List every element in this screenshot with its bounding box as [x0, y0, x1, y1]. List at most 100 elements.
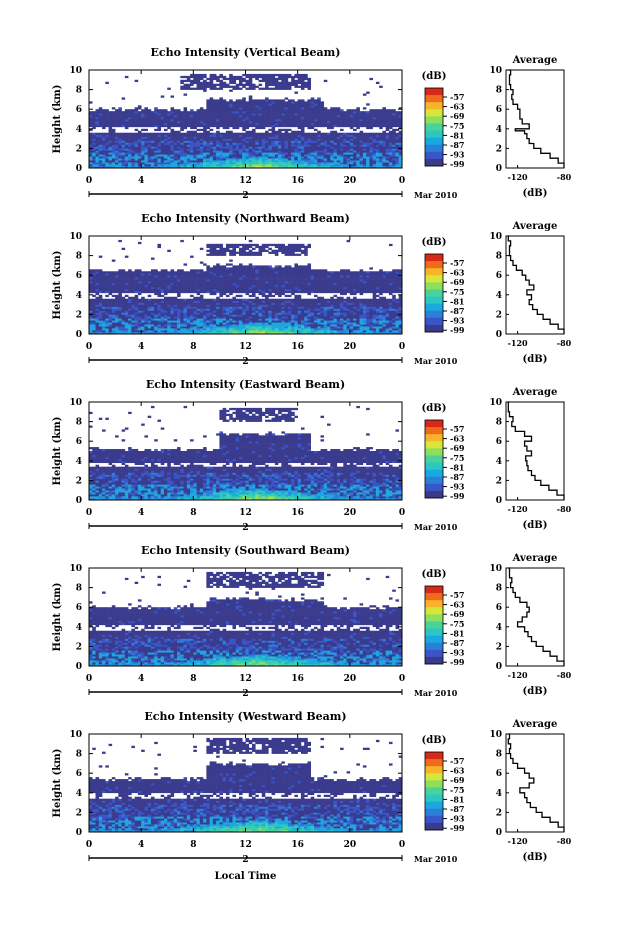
heatmap-cell — [128, 144, 132, 147]
heatmap-cell — [190, 275, 194, 278]
heatmap-cell — [245, 253, 250, 256]
heatmap-cell — [131, 119, 135, 122]
heatmap-cell — [238, 285, 243, 288]
heatmap-cell — [216, 318, 220, 321]
heatmap-cell — [144, 156, 148, 159]
heatmap-cell — [291, 81, 295, 85]
heatmap-cell — [245, 273, 250, 276]
heatmap-cell — [222, 300, 227, 303]
heatmap-cell — [124, 113, 129, 116]
heatmap-cell — [261, 73, 266, 77]
heatmap-cell — [128, 136, 132, 139]
heatmap-cell — [167, 273, 171, 276]
heatmap-cell — [278, 166, 282, 169]
heatmap-cell — [105, 140, 109, 143]
heatmap-cell — [190, 115, 194, 118]
heatmap-cell — [150, 154, 155, 157]
heatmap-cell — [313, 117, 318, 120]
heatmap-cell — [219, 140, 223, 143]
heatmap-cell — [369, 134, 373, 137]
heatmap-cell — [349, 126, 354, 130]
heatmap-cell — [349, 109, 354, 112]
heatmap-cell — [190, 304, 194, 307]
heatmap-cell — [294, 160, 298, 163]
heatmap-cell — [398, 138, 403, 141]
heatmap-cell — [137, 273, 142, 276]
heatmap-cell — [255, 154, 259, 157]
heatmap-cell — [398, 119, 403, 122]
heatmap-cell — [118, 162, 122, 165]
heatmap-cell — [124, 304, 129, 307]
heatmap-cell — [323, 156, 328, 159]
heatmap-cell — [121, 154, 126, 157]
heatmap-cell — [317, 109, 321, 112]
heatmap-cell — [225, 103, 230, 106]
heatmap-cell — [252, 253, 256, 256]
heatmap-cell — [353, 154, 357, 157]
heatmap-cell — [297, 103, 302, 106]
heatmap-cell — [141, 300, 145, 303]
heatmap-cell — [310, 132, 315, 135]
heatmap-cell — [323, 142, 328, 145]
heatmap-cell — [255, 243, 259, 247]
heatmap-cell — [118, 324, 122, 327]
heatmap-cell — [134, 117, 139, 120]
heatmap-cell — [304, 105, 308, 108]
heatmap-cell — [248, 164, 253, 167]
heatmap-cell — [333, 146, 338, 149]
heatmap-cell — [235, 318, 240, 321]
heatmap-cell — [268, 138, 272, 141]
heatmap-cell — [95, 156, 100, 159]
heatmap-cell — [274, 156, 279, 159]
heatmap-cell — [379, 109, 383, 112]
heatmap-cell — [186, 308, 191, 311]
heatmap-cell — [212, 138, 217, 141]
heatmap-cell — [131, 124, 135, 128]
heatmap-cell — [180, 132, 184, 135]
heatmap-cell — [388, 138, 393, 141]
heatmap-cell — [235, 288, 240, 292]
heatmap-cell — [232, 251, 237, 254]
heatmap-cell — [362, 162, 367, 165]
heatmap-cell — [111, 273, 116, 276]
heatmap-cell — [242, 267, 246, 270]
heatmap-cell — [304, 146, 308, 149]
heatmap-cell — [190, 156, 194, 159]
heatmap-cell — [281, 132, 285, 135]
heatmap-cell — [209, 99, 214, 102]
heatmap-cell — [346, 158, 351, 161]
heatmap-cell — [274, 99, 279, 102]
heatmap-cell — [313, 166, 318, 169]
heatmap-cell — [232, 119, 237, 122]
heatmap-cell — [183, 310, 188, 313]
heatmap-cell — [137, 158, 142, 161]
heatmap-cell — [229, 140, 233, 143]
heatmap-cell — [183, 290, 188, 294]
heatmap-cell — [252, 75, 256, 79]
heatmap-cell — [307, 117, 312, 120]
heatmap-cell — [219, 265, 223, 268]
heatmap-cell — [206, 144, 210, 147]
heatmap-cell — [375, 154, 380, 157]
heatmap-cell — [105, 117, 109, 120]
heatmap-cell — [271, 162, 276, 165]
heatmap-cell — [163, 320, 168, 323]
heatmap-cell — [102, 320, 106, 323]
heatmap-cell — [320, 136, 325, 139]
heatmap-cell — [115, 132, 119, 135]
avg-y-tick-label: 8 — [496, 86, 502, 96]
heatmap-cell — [157, 134, 162, 137]
heatmap-cell — [238, 113, 243, 116]
heatmap-cell — [131, 322, 135, 325]
heatmap-cell — [356, 134, 360, 137]
heatmap-cell — [287, 146, 292, 149]
heatmap-cell — [307, 156, 312, 159]
heatmap-cell — [245, 245, 250, 249]
heatmap-cell — [284, 154, 289, 157]
heatmap-cell — [206, 271, 210, 274]
heatmap-cell — [238, 247, 243, 251]
heatmap-cell — [183, 132, 188, 135]
heatmap-cell — [219, 320, 223, 323]
heatmap-cell — [372, 124, 377, 128]
heatmap-cell — [349, 144, 354, 147]
